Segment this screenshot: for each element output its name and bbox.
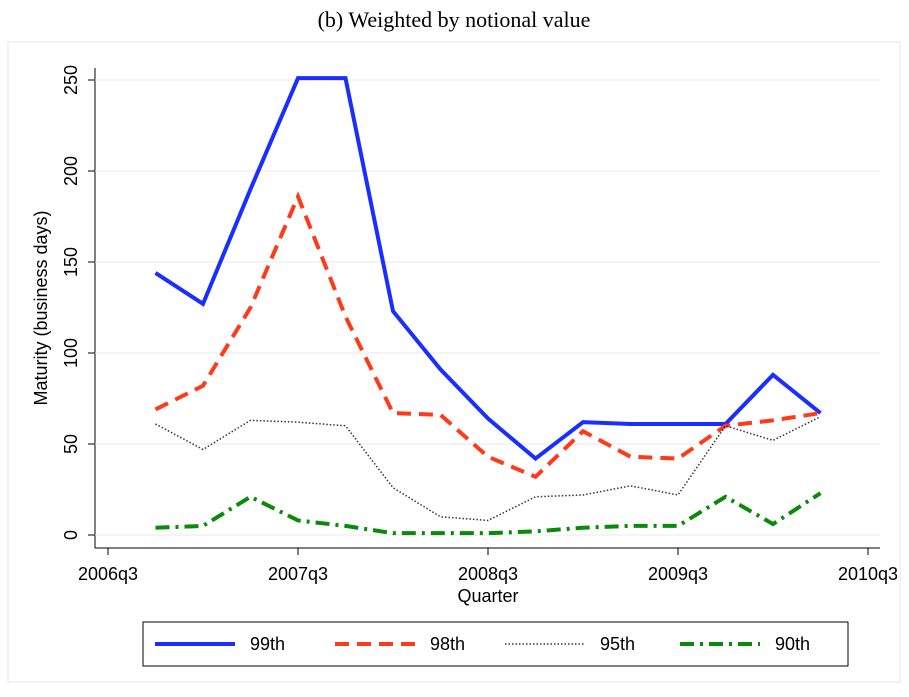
series-line [154,191,821,480]
x-axis-label: Quarter [457,586,518,606]
legend-label: 99th [250,634,285,654]
series-line [154,76,822,462]
legend-label: 95th [600,634,635,654]
graph-region [7,41,901,683]
x-tick-label: 2008q3 [458,564,518,584]
legend-label: 90th [775,634,810,654]
y-tick-label: 250 [61,65,81,95]
x-tick-label: 2009q3 [648,564,708,584]
y-tick-label: 50 [61,434,81,454]
y-axis-label: Maturity (business days) [31,210,51,405]
y-tick-label: 100 [61,338,81,368]
x-tick-label: 2007q3 [268,564,328,584]
y-tick-label: 200 [61,156,81,186]
y-tick-label: 150 [61,247,81,277]
series-line [155,491,822,536]
y-tick-label: 0 [61,530,81,540]
legend-label: 98th [430,634,465,654]
x-tick-label: 2010q3 [838,564,898,584]
series-line [155,416,821,522]
x-tick-label: 2006q3 [78,564,138,584]
chart-title: (b) Weighted by notional value [318,7,591,32]
